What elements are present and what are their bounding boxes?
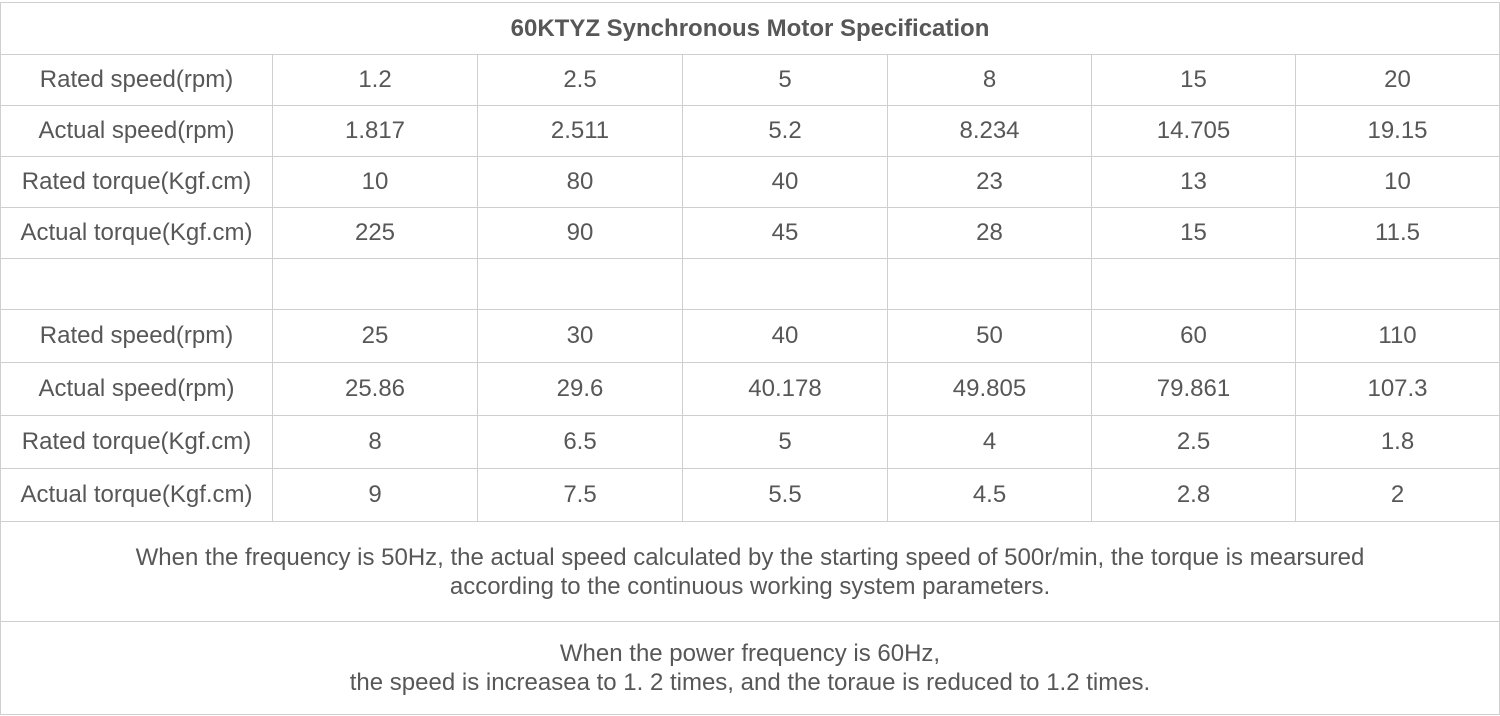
table-cell: 107.3 <box>1294 362 1500 416</box>
row-label: Actual speed(rpm) <box>0 362 273 416</box>
note-50hz: When the frequency is 50Hz, the actual s… <box>0 521 1500 622</box>
table-cell: 79.861 <box>1091 362 1296 416</box>
empty-cell <box>887 258 1092 310</box>
row-label: Rated speed(rpm) <box>0 309 273 363</box>
row-label: Rated torque(Kgf.cm) <box>0 156 273 208</box>
table-cell: 90 <box>477 207 683 259</box>
table-cell: 8 <box>272 415 478 469</box>
table-cell: 6.5 <box>477 415 683 469</box>
empty-cell <box>1091 258 1296 310</box>
table-row: Actual speed(rpm) 25.86 29.6 40.178 49.8… <box>0 362 1500 416</box>
row-label: Actual torque(Kgf.cm) <box>0 468 273 522</box>
table-cell: 30 <box>477 309 683 363</box>
row-label: Rated speed(rpm) <box>0 54 273 106</box>
table-row: Rated torque(Kgf.cm) 8 6.5 5 4 2.5 1.8 <box>0 415 1500 469</box>
note-60hz: When the power frequency is 60Hz, the sp… <box>0 621 1500 715</box>
row-label: Actual torque(Kgf.cm) <box>0 207 273 259</box>
table-cell: 5.2 <box>682 105 888 157</box>
table-cell: 1.2 <box>272 54 478 106</box>
table-cell: 4.5 <box>887 468 1092 522</box>
note-line: the speed is increasea to 1. 2 times, an… <box>349 669 1151 696</box>
table-cell: 19.15 <box>1294 105 1500 157</box>
table-cell: 15 <box>1091 207 1296 259</box>
table-cell: 13 <box>1091 156 1296 208</box>
table-cell: 29.6 <box>477 362 683 416</box>
table-cell: 2.8 <box>1091 468 1296 522</box>
table-row: Rated speed(rpm) 1.2 2.5 5 8 15 20 <box>0 54 1500 106</box>
row-label: Actual speed(rpm) <box>0 105 273 157</box>
table-cell: 1.8 <box>1294 415 1500 469</box>
table-cell: 2.511 <box>477 105 683 157</box>
table-cell: 40 <box>682 156 888 208</box>
table-cell: 14.705 <box>1091 105 1296 157</box>
table-cell: 80 <box>477 156 683 208</box>
table-row: Actual speed(rpm) 1.817 2.511 5.2 8.234 … <box>0 105 1500 157</box>
row-label: Rated torque(Kgf.cm) <box>0 415 273 469</box>
table-cell: 5 <box>682 54 888 106</box>
table-cell: 110 <box>1294 309 1500 363</box>
table-cell: 9 <box>272 468 478 522</box>
empty-cell <box>272 258 478 310</box>
table-cell: 28 <box>887 207 1092 259</box>
table-cell: 1.817 <box>272 105 478 157</box>
table-row: Rated torque(Kgf.cm) 10 80 40 23 13 10 <box>0 156 1500 208</box>
table-cell: 60 <box>1091 309 1296 363</box>
note-line: When the frequency is 50Hz, the actual s… <box>135 543 1365 571</box>
table-cell: 10 <box>1294 156 1500 208</box>
table-cell: 40.178 <box>682 362 888 416</box>
table-title: 60KTYZ Synchronous Motor Specification <box>0 2 1500 55</box>
table-cell: 2.5 <box>1091 415 1296 469</box>
table-cell: 49.805 <box>887 362 1092 416</box>
table-cell: 8 <box>887 54 1092 106</box>
table-row: Actual torque(Kgf.cm) 9 7.5 5.5 4.5 2.8 … <box>0 468 1500 522</box>
table-cell: 50 <box>887 309 1092 363</box>
table-cell: 5 <box>682 415 888 469</box>
note-line: When the power frequency is 60Hz, <box>559 640 941 667</box>
table-cell: 20 <box>1294 54 1500 106</box>
table-cell: 25.86 <box>272 362 478 416</box>
table-cell: 45 <box>682 207 888 259</box>
table-cell: 4 <box>887 415 1092 469</box>
table-row: Actual torque(Kgf.cm) 225 90 45 28 15 11… <box>0 207 1500 259</box>
empty-cell <box>0 258 273 310</box>
empty-cell <box>682 258 888 310</box>
table-cell: 10 <box>272 156 478 208</box>
note-line: according to the continuous working syst… <box>449 572 1051 600</box>
table-cell: 5.5 <box>682 468 888 522</box>
empty-cell <box>1294 258 1500 310</box>
note-row: When the frequency is 50Hz, the actual s… <box>0 521 1500 622</box>
table-cell: 11.5 <box>1294 207 1500 259</box>
table-cell: 2 <box>1294 468 1500 522</box>
spacer-row <box>0 258 1500 310</box>
table-row: Rated speed(rpm) 25 30 40 50 60 110 <box>0 309 1500 363</box>
table-cell: 23 <box>887 156 1092 208</box>
table-cell: 15 <box>1091 54 1296 106</box>
table-cell: 25 <box>272 309 478 363</box>
table-cell: 40 <box>682 309 888 363</box>
table-cell: 8.234 <box>887 105 1092 157</box>
table-cell: 225 <box>272 207 478 259</box>
note-row: When the power frequency is 60Hz, the sp… <box>0 621 1500 715</box>
title-row: 60KTYZ Synchronous Motor Specification <box>0 2 1500 55</box>
table-cell: 7.5 <box>477 468 683 522</box>
table-cell: 2.5 <box>477 54 683 106</box>
empty-cell <box>477 258 683 310</box>
